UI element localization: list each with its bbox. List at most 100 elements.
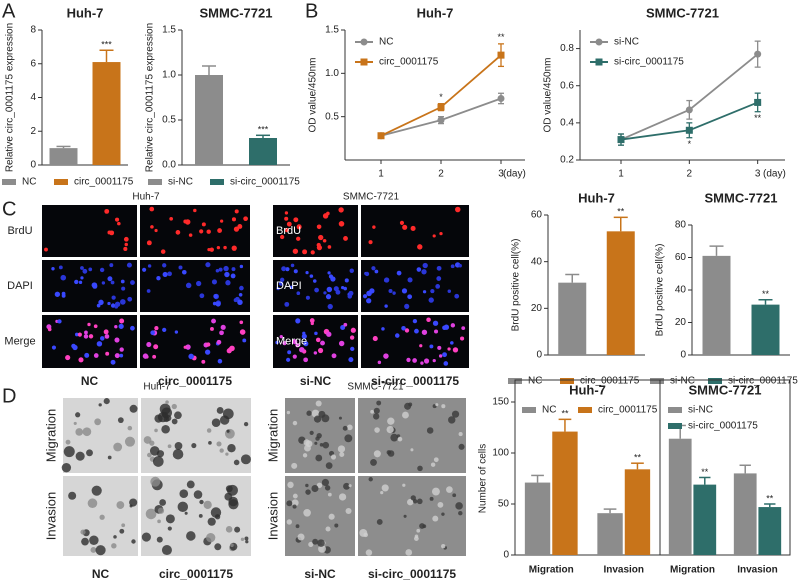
cell-dot xyxy=(111,295,116,300)
y-tick-label: 0.5 xyxy=(325,111,339,122)
cell xyxy=(387,417,395,425)
cell xyxy=(315,436,320,441)
cell xyxy=(338,416,342,420)
cell-dot xyxy=(211,318,216,324)
y-tick-label: 80 xyxy=(675,220,687,231)
cell-dot xyxy=(401,288,408,294)
legend-swatch xyxy=(578,407,592,413)
cell xyxy=(407,498,414,506)
legend-label: circ_0001175 xyxy=(580,376,640,387)
y-tick-label: 0.2 xyxy=(560,155,574,166)
cell-dot xyxy=(101,281,106,285)
micrograph xyxy=(42,205,137,257)
cell xyxy=(373,413,380,420)
x-tick-label: Migration xyxy=(529,565,574,576)
cell-dot xyxy=(343,322,348,327)
panel-letter: A xyxy=(2,0,16,22)
cell-dot xyxy=(326,331,332,337)
significance: ** xyxy=(497,32,505,42)
cell xyxy=(129,404,138,413)
cell-dot xyxy=(160,249,166,254)
cell-dot xyxy=(201,359,206,364)
column-label: si-NC xyxy=(304,567,336,581)
cell-dot xyxy=(118,323,124,329)
cell xyxy=(414,536,419,542)
cell-dot xyxy=(313,351,318,355)
cell xyxy=(303,439,310,446)
cell xyxy=(339,452,345,458)
cell xyxy=(386,425,394,434)
cell-dot xyxy=(421,269,427,275)
y-tick-label: 100 xyxy=(492,448,509,459)
legend-label: circ_0001175 xyxy=(598,405,658,416)
cell-dot xyxy=(231,217,237,222)
row-label: DAPI xyxy=(7,280,33,292)
cell-dot xyxy=(316,245,323,251)
cell-dot xyxy=(447,347,451,351)
cell-dot xyxy=(233,298,238,303)
cell-dot xyxy=(327,271,331,275)
cell xyxy=(386,450,392,455)
cell-dot xyxy=(280,277,285,282)
cell xyxy=(208,441,212,445)
cell-dot xyxy=(330,276,336,282)
cell xyxy=(374,427,380,433)
error-bar xyxy=(613,216,628,232)
cell-dot xyxy=(349,268,354,273)
cell xyxy=(243,421,249,427)
cell-dot xyxy=(174,330,179,334)
cell-dot xyxy=(237,224,243,229)
error-bar xyxy=(531,474,544,483)
cell-dot xyxy=(119,347,124,352)
y-tick-label: 0 xyxy=(30,160,36,171)
cell-dot xyxy=(201,222,206,227)
cell-dot xyxy=(419,344,423,348)
cell-dot xyxy=(204,349,211,355)
cell-dot xyxy=(220,219,224,223)
cell-dot xyxy=(167,271,172,277)
legend-label: si-NC xyxy=(614,37,639,48)
cell-dot xyxy=(93,324,98,329)
chart-title: Huh-7 xyxy=(417,5,454,20)
cell-dot xyxy=(368,240,373,245)
y-tick-label: 20 xyxy=(531,303,543,314)
cell-dot xyxy=(407,277,413,283)
cell xyxy=(219,448,224,453)
cell xyxy=(291,499,299,507)
cell-dot xyxy=(142,267,147,272)
cell-dot xyxy=(388,288,393,294)
legend-swatch xyxy=(148,179,162,185)
cell-dot xyxy=(146,289,151,293)
image-title: SMMC-7721 xyxy=(343,192,400,203)
cell-dot xyxy=(91,282,98,288)
chart-title: SMMC-7721 xyxy=(200,5,273,20)
cell xyxy=(435,403,439,407)
panel-letter: D xyxy=(2,385,16,407)
cell-dot xyxy=(461,326,466,331)
cell xyxy=(174,442,183,450)
cell-dot xyxy=(303,357,309,363)
cell xyxy=(240,454,251,465)
significance: ** xyxy=(617,207,625,217)
cell xyxy=(206,428,212,433)
cell xyxy=(149,440,155,446)
cell-dot xyxy=(364,271,370,277)
cell-dot xyxy=(185,282,192,289)
cell-dot xyxy=(188,353,194,360)
cell-dot xyxy=(226,348,232,354)
significance: ** xyxy=(634,453,642,463)
cell-dot xyxy=(88,267,93,272)
significance: * xyxy=(688,139,692,149)
error-bar xyxy=(99,49,114,63)
cell-dot xyxy=(331,353,337,359)
cell xyxy=(99,514,105,520)
cell xyxy=(441,544,446,549)
cell-dot xyxy=(77,332,82,337)
cell xyxy=(90,546,97,553)
image-title: Huh-7 xyxy=(143,382,171,393)
cell-dot xyxy=(84,352,90,358)
chart-title: Huh-7 xyxy=(67,5,104,20)
error-bar xyxy=(202,65,216,75)
cell xyxy=(73,421,77,425)
cell-dot xyxy=(316,224,322,230)
